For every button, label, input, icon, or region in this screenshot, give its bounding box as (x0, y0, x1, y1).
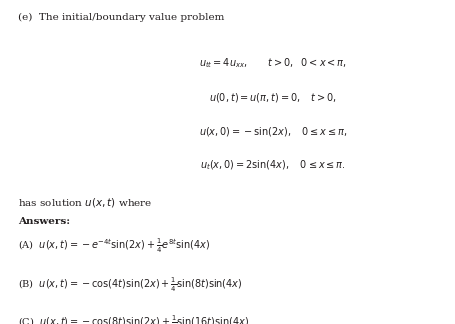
Text: (C)  $u(x,t) = -\cos(8t)\sin(2x) + \frac{1}{8}\sin(16t)\sin(4x)$: (C) $u(x,t) = -\cos(8t)\sin(2x) + \frac{… (18, 314, 249, 324)
Text: $u_{tt} = 4u_{xx}, \qquad t > 0,\ \ 0 < x < \pi,$: $u_{tt} = 4u_{xx}, \qquad t > 0,\ \ 0 < … (199, 57, 347, 71)
Text: $u_t(x, 0) = 2\sin(4x), \quad 0 \leq x \leq \pi.$: $u_t(x, 0) = 2\sin(4x), \quad 0 \leq x \… (200, 159, 346, 172)
Text: (B)  $u(x,t) = -\cos(4t)\sin(2x) + \frac{1}{4}\sin(8t)\sin(4x)$: (B) $u(x,t) = -\cos(4t)\sin(2x) + \frac{… (18, 275, 243, 294)
Text: has solution $u(x, t)$ where: has solution $u(x, t)$ where (18, 196, 153, 209)
Text: $u(x, 0) = -\sin(2x), \quad 0 \leq x \leq \pi,$: $u(x, 0) = -\sin(2x), \quad 0 \leq x \le… (199, 125, 347, 138)
Text: $u(0, t) = u(\pi, t) = 0, \quad t > 0,$: $u(0, t) = u(\pi, t) = 0, \quad t > 0,$ (209, 91, 337, 104)
Text: Answers:: Answers: (18, 217, 71, 226)
Text: (e)  The initial/boundary value problem: (e) The initial/boundary value problem (18, 13, 225, 22)
Text: (A)  $u(x,t) = -e^{-4t}\sin(2x) + \frac{1}{4}e^{8t}\sin(4x)$: (A) $u(x,t) = -e^{-4t}\sin(2x) + \frac{1… (18, 237, 210, 255)
